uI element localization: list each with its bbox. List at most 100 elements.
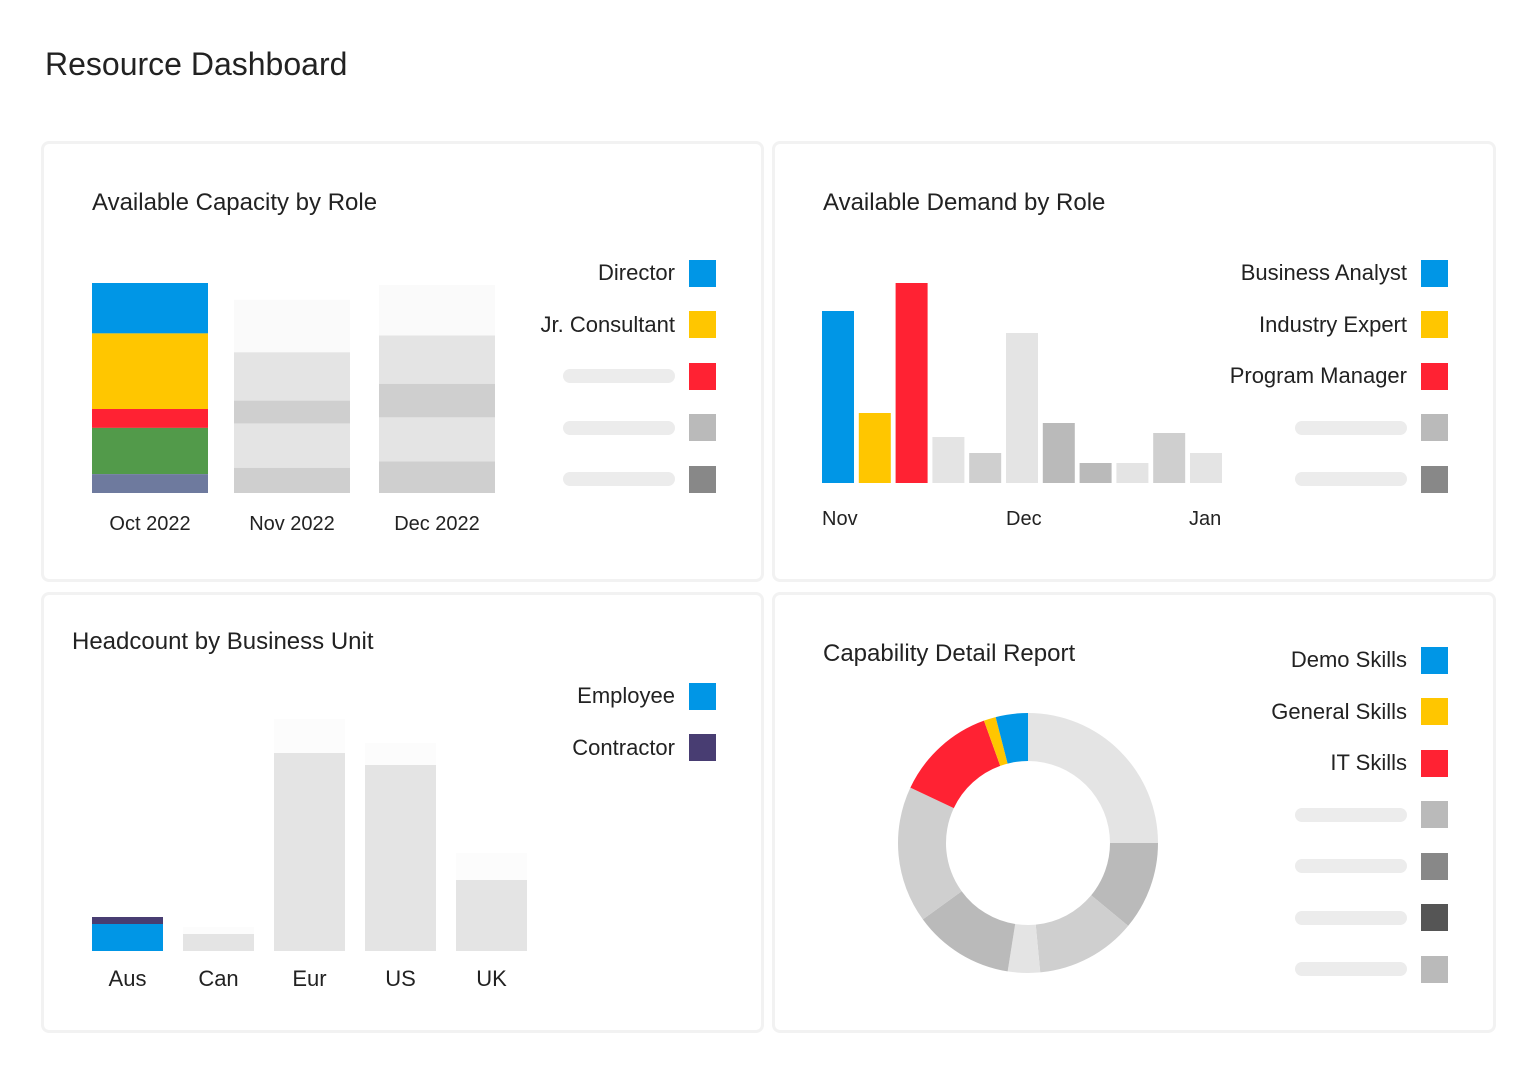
legend-item[interactable]: General Skills (1271, 698, 1448, 726)
legend-item[interactable]: Industry Expert (1259, 311, 1448, 339)
legend-item[interactable] (1295, 904, 1448, 932)
legend-item[interactable] (1295, 801, 1448, 829)
bar (858, 413, 891, 483)
capability-chart (898, 713, 1158, 973)
bar-segment (379, 417, 495, 462)
legend-placeholder (563, 369, 675, 383)
legend-item[interactable] (1295, 414, 1448, 442)
headcount-card: Headcount by Business Unit Employee Contr… (41, 592, 764, 1033)
donut-slice (983, 717, 1008, 766)
legend-swatch (1421, 698, 1448, 725)
legend-swatch (689, 682, 716, 710)
legend-item[interactable]: Employee (577, 682, 716, 710)
bar-segment (183, 934, 254, 951)
legend-item[interactable]: Demo Skills (1291, 646, 1448, 674)
legend-placeholder (1295, 910, 1407, 925)
legend-label: Employee (577, 683, 675, 708)
bar-segment (92, 409, 208, 428)
capability-legend: Demo Skills General Skills IT Skills (1155, 646, 1448, 1006)
x-tick-label: Jan (1189, 508, 1221, 530)
legend-label: IT Skills (1330, 750, 1407, 775)
demand-legend: Business Analyst Industry Expert Program M… (1155, 259, 1448, 499)
bar (932, 437, 965, 483)
legend-swatch (1421, 852, 1448, 880)
demand-title: Available Demand by Role (823, 189, 1106, 216)
legend-label: Demo Skills (1290, 647, 1407, 672)
bar-segment (92, 924, 163, 951)
legend-item[interactable] (1295, 852, 1448, 880)
donut-slice (910, 720, 1001, 809)
bar-segment (92, 427, 208, 475)
x-tick-label: US (385, 966, 416, 991)
bar-segment (183, 927, 254, 934)
x-tick-label: Aus (109, 966, 147, 991)
x-tick-label: Nov (822, 508, 858, 530)
legend-item[interactable]: IT Skills (1330, 749, 1448, 777)
legend-item[interactable] (1295, 465, 1448, 493)
bar-segment (456, 853, 527, 880)
legend-swatch (1421, 362, 1448, 390)
legend-label: Jr. Consultant (540, 311, 675, 337)
bar (1042, 423, 1075, 483)
capacity-legend: Director Jr. Consultant (444, 259, 716, 499)
legend-label: Contractor (572, 734, 675, 760)
legend-placeholder (563, 472, 675, 486)
demand-card: Available Demand by Role Business Analys… (772, 141, 1496, 582)
capability-title: Capability Detail Report (823, 640, 1076, 667)
bar-segment (234, 423, 350, 468)
legend-label: General Skills (1271, 698, 1407, 724)
demand-chart: Nov Dec Jan (822, 283, 1222, 530)
legend-label: Industry Expert (1259, 311, 1407, 337)
x-tick-label: UK (476, 966, 507, 991)
legend-swatch (1421, 955, 1448, 983)
bar-segment (234, 352, 350, 401)
x-tick-label: Oct 2022 (109, 513, 190, 535)
bar (1116, 463, 1149, 483)
x-tick-label: Nov 2022 (249, 513, 335, 535)
legend-swatch (1421, 465, 1448, 493)
legend-item[interactable] (1295, 955, 1448, 983)
bar (969, 453, 1002, 483)
bar-segment (274, 719, 345, 753)
legend-swatch (689, 259, 716, 287)
bar-segment (274, 753, 345, 951)
capability-card: Capability Detail Report Demo Skills Gene… (772, 592, 1496, 1033)
capacity-card: Available Capacity by Role Director Jr. C… (41, 141, 764, 582)
legend-item[interactable] (563, 414, 716, 442)
legend-placeholder (1295, 859, 1407, 873)
legend-swatch (1421, 749, 1448, 777)
legend-placeholder (1295, 962, 1407, 976)
legend-label: Business Analyst (1240, 260, 1407, 285)
capacity-title: Available Capacity by Role (92, 189, 378, 216)
bar-segment (379, 285, 495, 336)
legend-swatch (1421, 311, 1448, 338)
bar-segment (92, 474, 208, 493)
legend-item[interactable] (563, 465, 716, 493)
legend-swatch (1421, 904, 1448, 931)
x-tick-label: Dec (1006, 508, 1042, 530)
donut-slice (1035, 895, 1129, 973)
bar-segment (365, 765, 436, 951)
legend-item[interactable]: Contractor (572, 734, 716, 762)
legend-placeholder (1295, 807, 1407, 822)
bar-segment (379, 383, 495, 418)
bar-segment (92, 283, 208, 334)
legend-placeholder (1295, 472, 1407, 486)
donut-slice (995, 713, 1028, 764)
donut-slice (922, 891, 1016, 972)
legend-item[interactable]: Program Manager (1230, 362, 1448, 390)
bar-segment (234, 467, 350, 493)
donut-slice (1091, 843, 1158, 926)
x-tick-label: Can (198, 966, 238, 991)
legend-item[interactable]: Jr. Consultant (540, 311, 716, 339)
legend-item[interactable]: Business Analyst (1241, 259, 1448, 287)
legend-item[interactable]: Director (598, 259, 716, 287)
legend-placeholder (1295, 420, 1407, 435)
bar-segment (379, 461, 495, 493)
bar-segment (379, 335, 495, 384)
headcount-chart: Aus Can Eur US UK (92, 719, 527, 991)
bar-segment (365, 743, 436, 765)
bar (895, 283, 928, 483)
legend-item[interactable] (563, 362, 716, 390)
bar (1006, 333, 1038, 483)
